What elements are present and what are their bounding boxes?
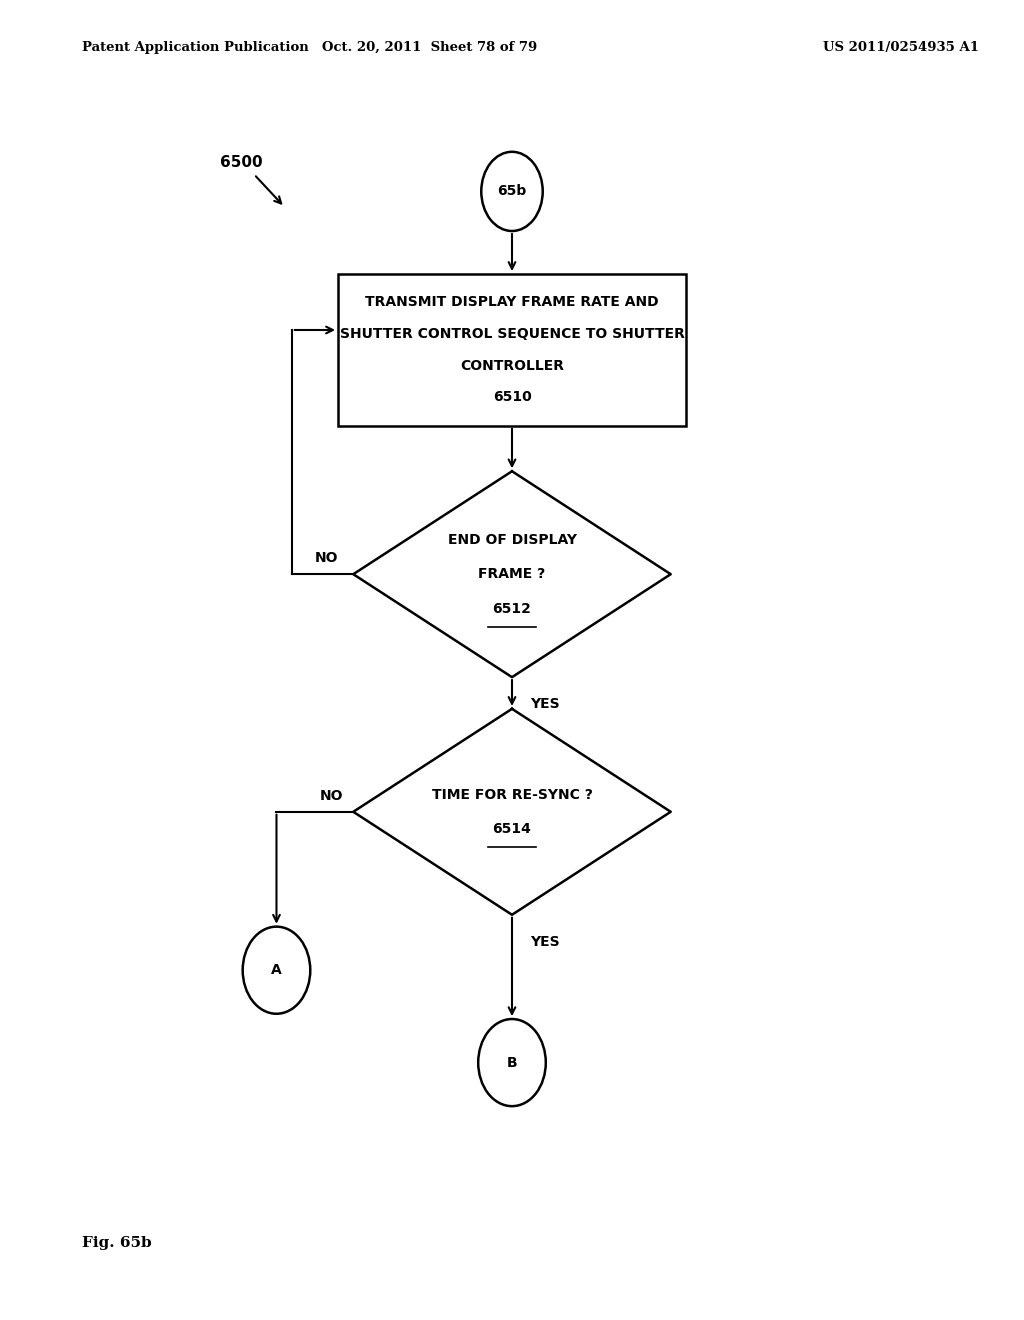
- Text: US 2011/0254935 A1: US 2011/0254935 A1: [823, 41, 979, 54]
- Text: 6512: 6512: [493, 602, 531, 615]
- Text: CONTROLLER: CONTROLLER: [460, 359, 564, 372]
- Text: Oct. 20, 2011  Sheet 78 of 79: Oct. 20, 2011 Sheet 78 of 79: [323, 41, 538, 54]
- Text: TRANSMIT DISPLAY FRAME RATE AND: TRANSMIT DISPLAY FRAME RATE AND: [366, 296, 658, 309]
- Text: NO: NO: [314, 552, 338, 565]
- Text: NO: NO: [319, 789, 343, 803]
- Text: SHUTTER CONTROL SEQUENCE TO SHUTTER: SHUTTER CONTROL SEQUENCE TO SHUTTER: [340, 327, 684, 341]
- Text: 65b: 65b: [498, 185, 526, 198]
- Text: B: B: [507, 1056, 517, 1069]
- Text: TIME FOR RE-SYNC ?: TIME FOR RE-SYNC ?: [431, 788, 593, 801]
- Text: YES: YES: [530, 697, 560, 711]
- Text: Patent Application Publication: Patent Application Publication: [82, 41, 308, 54]
- Text: Fig. 65b: Fig. 65b: [82, 1237, 152, 1250]
- Text: FRAME ?: FRAME ?: [478, 568, 546, 581]
- Text: YES: YES: [530, 935, 560, 949]
- Text: 6510: 6510: [493, 391, 531, 404]
- Bar: [338, 275, 686, 425]
- Text: 6514: 6514: [493, 822, 531, 836]
- Text: A: A: [271, 964, 282, 977]
- Text: END OF DISPLAY: END OF DISPLAY: [447, 533, 577, 546]
- Text: 6500: 6500: [220, 154, 263, 170]
